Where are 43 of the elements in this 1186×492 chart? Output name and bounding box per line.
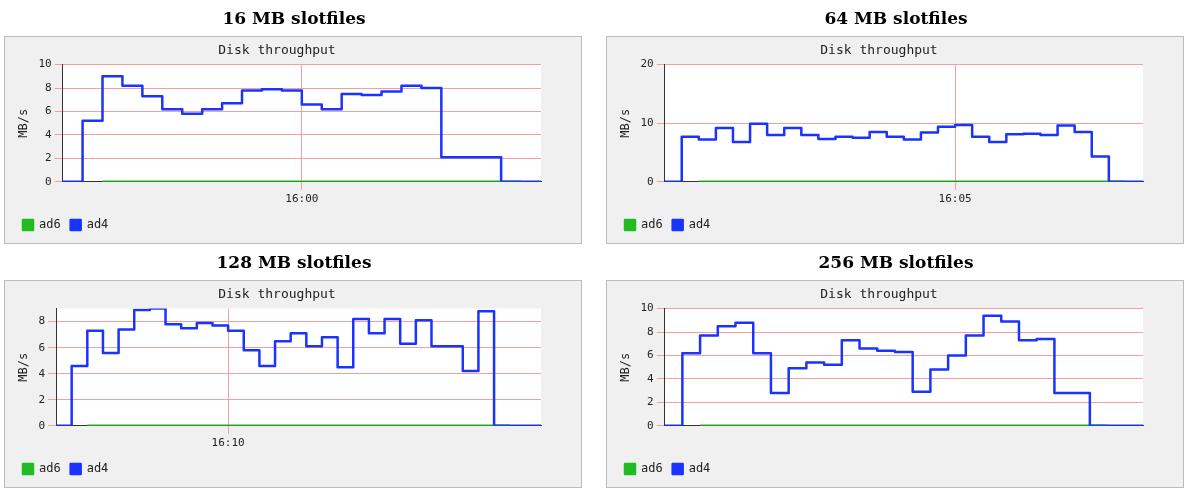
y-tick-label: 6 <box>647 348 654 362</box>
y-tick-label: 2 <box>38 392 46 406</box>
chart-title: 256 MB slotfiles <box>817 251 975 274</box>
y-tick-label: 6 <box>38 340 46 354</box>
x-tick-label: 16:10 <box>211 436 245 450</box>
y-tick-label: 2 <box>45 151 52 165</box>
y-tick-label: 0 <box>38 418 46 432</box>
chart-title: 16 MB slotfiles <box>221 7 367 30</box>
y-tick-label: 10 <box>38 57 52 71</box>
chart-subtitle: Disk throughput <box>820 286 938 302</box>
legend-label: ad4 <box>688 217 711 232</box>
y-axis-title: MB/s <box>618 352 633 382</box>
y-axis-title: MB/s <box>16 352 31 382</box>
y-tick-label: 0 <box>647 418 654 432</box>
y-tick-label: 4 <box>647 371 655 385</box>
y-tick-label: 8 <box>38 314 46 328</box>
y-axis-title: MB/s <box>16 108 31 138</box>
x-tick-label: 16:00 <box>285 192 319 206</box>
legend-label: ad6 <box>641 217 663 232</box>
y-tick-label: 20 <box>640 57 654 71</box>
legend-label: ad4 <box>86 217 109 232</box>
y-tick-label: 2 <box>647 395 654 409</box>
y-tick-label: 0 <box>45 174 52 188</box>
x-tick-label: 16:05 <box>938 192 972 206</box>
y-tick-label: 8 <box>45 80 52 94</box>
chart-subtitle: Disk throughput <box>218 286 336 302</box>
y-tick-label: 4 <box>38 366 46 380</box>
chart-subtitle: Disk throughput <box>820 42 938 58</box>
chart-subtitle: Disk throughput <box>218 42 336 58</box>
y-tick-label: 10 <box>640 301 654 315</box>
y-axis-title: MB/s <box>618 108 633 138</box>
y-tick-label: 0 <box>647 174 654 188</box>
y-tick-label: 4 <box>45 127 53 141</box>
chart-title: 128 MB slotfiles <box>215 251 373 274</box>
chart-title: 64 MB slotfiles <box>823 7 969 30</box>
y-tick-label: 8 <box>647 324 654 338</box>
legend-label: ad6 <box>39 217 61 232</box>
y-tick-label: 6 <box>45 104 52 118</box>
y-tick-label: 10 <box>640 116 654 130</box>
legend-label: ad6 <box>641 461 663 476</box>
legend-label: ad4 <box>688 461 711 476</box>
legend-label: ad4 <box>86 461 109 476</box>
legend-label: ad6 <box>39 461 61 476</box>
